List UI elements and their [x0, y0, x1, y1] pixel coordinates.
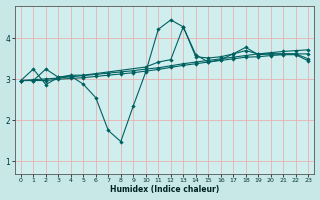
- X-axis label: Humidex (Indice chaleur): Humidex (Indice chaleur): [110, 185, 219, 194]
